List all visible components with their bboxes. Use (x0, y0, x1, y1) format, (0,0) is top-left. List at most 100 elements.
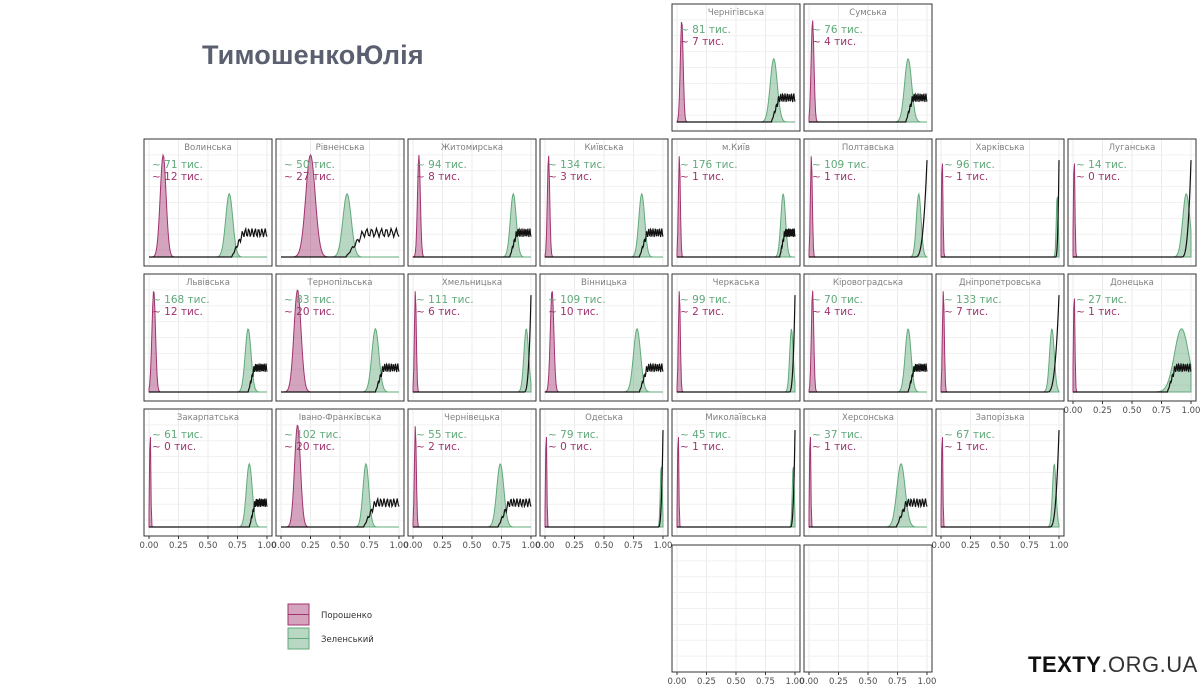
x-tick-label: 0.75 (360, 541, 379, 551)
poroshenko-count: ~ 1 тис. (812, 171, 856, 183)
x-tick-label: 0.75 (1020, 541, 1039, 551)
panel-region-label: Тернопільська (307, 278, 373, 288)
x-tick-label: 0.00 (668, 677, 687, 687)
x-tick-label: 0.75 (888, 677, 907, 687)
x-tick-label: 0.75 (756, 677, 775, 687)
tymoshenko-line (545, 227, 664, 258)
brand-bold: TEXTY (1028, 652, 1102, 677)
panel-region-label: Харківська (976, 143, 1025, 153)
x-tick-label: 1.00 (1050, 541, 1069, 551)
panel-region-label: Волинська (184, 143, 232, 153)
panel-21: Одеська ~ 79 тис.~ 0 тис. 0.00 0.25 0.50 0.75… (536, 408, 672, 551)
panel-26: 0.00 0.25 0.50 0.75 1.00 (800, 544, 937, 687)
panel-region-label: Дніпропетровська (959, 278, 1041, 288)
x-tick-label: 0.50 (595, 541, 614, 551)
zelensky-count: ~ 133 тис. (944, 294, 1002, 306)
panel-region-label: Чернігівська (708, 8, 764, 18)
x-tick-label: 0.50 (463, 541, 482, 551)
tymoshenko-line (677, 92, 796, 123)
tymoshenko-line (1073, 362, 1192, 393)
zelensky-count: ~ 102 тис. (284, 429, 342, 441)
panel-24: Запорізька ~ 67 тис.~ 1 тис. 0.00 0.25 0.50 0… (932, 408, 1069, 551)
x-tick-label: 0.25 (169, 541, 188, 551)
tymoshenko-line (677, 228, 796, 258)
tymoshenko-line (149, 363, 268, 393)
x-tick-label: 1.00 (1182, 406, 1200, 416)
panel-20: Чернівецька ~ 55 тис.~ 2 тис. 0.00 0.25 0.50… (404, 408, 541, 551)
poroshenko-count: ~ 6 тис. (416, 306, 460, 318)
tymoshenko-line (413, 497, 532, 528)
panel-6: м.Київ ~ 176 тис.~ 1 тис. (671, 138, 801, 267)
x-tick-label: 1.00 (258, 541, 277, 551)
tymoshenko-line (809, 92, 928, 123)
poroshenko-count: ~ 0 тис. (548, 441, 592, 453)
panel-17: Донецька ~ 27 тис.~ 1 тис. 0.00 0.25 0.50 0.7… (1064, 273, 1200, 416)
panel-1: Сумська ~ 76 тис.~ 4 тис. (803, 3, 933, 132)
panel-9: Луганська ~ 14 тис.~ 0 тис. (1067, 138, 1197, 267)
zelensky-count: ~ 45 тис. (680, 429, 731, 441)
panel-12: Хмельницька ~ 111 тис.~ 6 тис. (407, 273, 537, 402)
x-tick-label: 0.75 (492, 541, 511, 551)
tymoshenko-line (941, 160, 1060, 258)
panel-region-label: Кіровоградська (833, 278, 903, 288)
tymoshenko-line (149, 226, 268, 258)
panel-8: Харківська ~ 96 тис.~ 1 тис. (935, 138, 1065, 267)
x-tick-label: 0.50 (727, 677, 746, 687)
zelensky-count: ~ 14 тис. (1076, 159, 1127, 171)
zelensky-count: ~ 71 тис. (152, 159, 203, 171)
panel-region-label: Київська (585, 143, 624, 153)
brand-light: .ORG.UA (1101, 652, 1198, 677)
x-tick-label: 0.00 (1064, 406, 1083, 416)
zelensky-count: ~ 176 тис. (680, 159, 738, 171)
x-tick-label: 0.50 (859, 677, 878, 687)
tymoshenko-line (149, 498, 268, 528)
zelensky-count: ~ 83 тис. (284, 294, 335, 306)
poroshenko-count: ~ 0 тис. (1076, 171, 1120, 183)
zelensky-count: ~ 76 тис. (812, 24, 863, 36)
x-tick-label: 0.50 (331, 541, 350, 551)
x-tick-label: 0.00 (404, 541, 423, 551)
poroshenko-count: ~ 4 тис. (812, 306, 856, 318)
panel-14: Черкаська ~ 99 тис.~ 2 тис. (671, 273, 801, 402)
x-tick-label: 1.00 (522, 541, 541, 551)
tymoshenko-line (281, 496, 400, 528)
x-tick-label: 0.75 (228, 541, 247, 551)
x-tick-label: 0.25 (1093, 406, 1112, 416)
panel-region-label: Рівненська (316, 143, 365, 153)
x-tick-label: 0.75 (624, 541, 643, 551)
x-tick-label: 0.00 (932, 541, 951, 551)
poroshenko-count: ~ 4 тис. (812, 36, 856, 48)
zelensky-count: ~ 27 тис. (1076, 294, 1127, 306)
x-tick-label: 0.00 (140, 541, 159, 551)
poroshenko-count: ~ 7 тис. (680, 36, 724, 48)
panel-18: Закарпатська ~ 61 тис.~ 0 тис. 0.00 0.25 0.5… (140, 408, 277, 551)
panel-region-label: Херсонська (842, 413, 894, 423)
panel-region-label: Івано-Франківська (299, 413, 382, 423)
legend-label: Зеленський (321, 635, 374, 645)
panel-region-label: Полтавська (842, 143, 894, 153)
poroshenko-count: ~ 7 тис. (944, 306, 988, 318)
panel-3: Рівненська ~ 50 тис.~ 27 тис. (275, 138, 405, 267)
panel-0: Чернігівська ~ 81 тис.~ 7 тис. (671, 3, 801, 132)
x-tick-label: 1.00 (390, 541, 409, 551)
poroshenko-count: ~ 27 тис. (284, 171, 335, 183)
panel-5: Київська ~ 134 тис.~ 3 тис. (539, 138, 669, 267)
panel-region-label: Хмельницька (442, 278, 502, 288)
panel-region-label: Чернівецька (444, 413, 500, 423)
zelensky-count: ~ 67 тис. (944, 429, 995, 441)
panel-22: Миколаївська ~ 45 тис.~ 1 тис. (671, 408, 801, 537)
zelensky-count: ~ 96 тис. (944, 159, 995, 171)
tymoshenko-line (941, 430, 1060, 528)
x-tick-label: 0.25 (961, 541, 980, 551)
tymoshenko-line (545, 430, 664, 528)
poroshenko-count: ~ 1 тис. (944, 171, 988, 183)
panel-region-label: м.Київ (722, 143, 750, 153)
zelensky-count: ~ 111 тис. (416, 294, 474, 306)
x-tick-label: 0.50 (991, 541, 1010, 551)
panel-region-label: Донецька (1110, 278, 1154, 288)
x-tick-label: 0.25 (829, 677, 848, 687)
x-tick-label: 0.25 (565, 541, 584, 551)
legend-label: Порошенко (321, 611, 372, 621)
x-tick-label: 1.00 (918, 677, 937, 687)
